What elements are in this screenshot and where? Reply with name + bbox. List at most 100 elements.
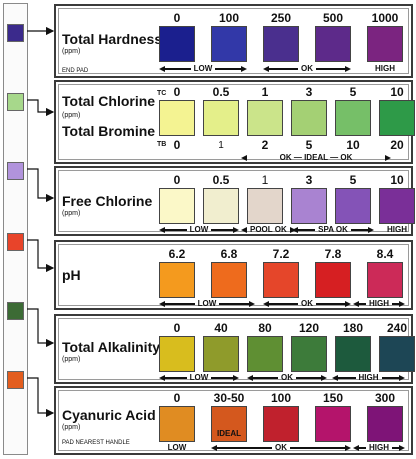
value-label: 0 (173, 173, 181, 187)
range-high: HIGH (332, 373, 405, 383)
value-label: 100 (218, 11, 240, 25)
value-label: 0 (173, 391, 181, 405)
value-label: 5 (349, 85, 357, 99)
value-label: 20 (390, 138, 404, 152)
range-ok: OK (211, 443, 351, 453)
panel-title: pH (62, 267, 81, 283)
color-swatch (159, 262, 195, 298)
panel-title: Cyanuric Acid (62, 407, 156, 423)
color-swatch (379, 336, 415, 372)
value-label: 2 (261, 138, 269, 152)
color-swatch (335, 100, 371, 136)
value-label: 1000 (371, 11, 399, 25)
value-label: 10 (390, 85, 404, 99)
value-label: 7.8 (324, 247, 342, 261)
range-ok: OK (263, 299, 351, 309)
range-high: HIGH (387, 225, 407, 234)
panel-unit: (ppm) (62, 356, 81, 363)
swatch-ideal-label: IDEAL (217, 429, 241, 438)
panel-total-alkalinity: Total Alkalinity (ppm) 0 40 80 120 180 2… (54, 314, 415, 384)
color-swatch (315, 406, 351, 442)
color-swatch (211, 26, 247, 62)
value-label: 6.8 (220, 247, 238, 261)
strip-pad-cyanuric-acid (7, 371, 24, 389)
panel-cyanuric-acid: Cyanuric Acid (ppm) PAD NEAREST HANDLE 0… (54, 386, 413, 455)
panel-total-hardness: Total Hardness (ppm) END PAD 0 100 250 5… (54, 4, 413, 78)
color-swatch (263, 262, 299, 298)
color-swatch (263, 406, 299, 442)
value-label: 0 (173, 85, 181, 99)
panel-title-chlorine: Total Chlorine (62, 93, 156, 109)
color-swatch: IDEAL (211, 406, 247, 442)
row-label-tb: TB (157, 141, 167, 148)
strip-pad-hardness (7, 24, 24, 42)
color-swatch (379, 100, 415, 136)
color-swatch (159, 406, 195, 442)
color-swatch (291, 336, 327, 372)
range-pool-ok: POOL OK (241, 225, 296, 235)
value-label: 0 (173, 11, 181, 25)
range-low: LOW (159, 373, 240, 383)
value-label: 0.5 (212, 85, 230, 99)
color-swatch (247, 336, 283, 372)
strip-pad-alkalinity (7, 302, 24, 320)
color-swatch (203, 100, 239, 136)
color-swatch (159, 100, 195, 136)
value-label: 0 (173, 138, 181, 152)
value-label: 240 (386, 321, 408, 335)
color-swatch (211, 262, 247, 298)
panel-unit: (ppm) (62, 48, 81, 55)
color-swatch (291, 100, 327, 136)
color-swatch (247, 188, 283, 224)
connector-lines (27, 26, 55, 418)
range-low: LOW (159, 299, 256, 309)
range-high: HIGH (353, 299, 405, 309)
value-label: 30-50 (213, 391, 245, 405)
panel-note: END PAD (62, 68, 89, 74)
color-swatch (335, 188, 371, 224)
color-swatch (203, 188, 239, 224)
color-swatch (247, 100, 283, 136)
range-ok: OK (263, 64, 351, 74)
range-low: LOW (167, 443, 187, 452)
value-label: 1 (261, 85, 269, 99)
value-label: 180 (342, 321, 364, 335)
range-low: LOW (159, 225, 240, 235)
color-swatch (159, 188, 195, 224)
panel-ph: pH 6.2 6.8 7.2 7.8 8.4 LOW OK HIGH (54, 240, 413, 310)
panel-total-chlorine: Total Chlorine (ppm) Total Bromine TC TB… (54, 80, 415, 164)
color-swatch (263, 26, 299, 62)
color-swatch (315, 26, 351, 62)
color-swatch (367, 262, 403, 298)
value-label: 100 (270, 391, 292, 405)
panel-title: Free Chlorine (62, 193, 153, 209)
color-swatch (379, 188, 415, 224)
panel-unit: (ppm) (62, 424, 81, 431)
range-high: HIGH (375, 64, 395, 73)
strip-pad-free-chlorine (7, 162, 24, 180)
range-ideal: OK — IDEAL — OK (241, 153, 391, 163)
panel-unit: (ppm) (62, 210, 81, 217)
value-label: 3 (305, 85, 313, 99)
color-swatch (291, 188, 327, 224)
panel-title: Total Alkalinity (62, 339, 161, 355)
value-label: 300 (374, 391, 396, 405)
value-label: 250 (270, 11, 292, 25)
panel-title: Total Hardness (62, 31, 163, 47)
strip-pad-total-chlorine (7, 93, 24, 111)
value-label: 1 (218, 140, 224, 151)
value-label: 10 (346, 138, 360, 152)
value-label: 1 (261, 173, 269, 187)
color-swatch (367, 26, 403, 62)
value-label: 7.2 (272, 247, 290, 261)
value-label: 120 (298, 321, 320, 335)
panel-unit: (ppm) (62, 112, 81, 119)
color-swatch (367, 406, 403, 442)
range-high: HIGH (353, 443, 405, 453)
color-swatch (203, 336, 239, 372)
range-ok: OK (247, 373, 327, 383)
range-spa-ok: SPA OK (292, 225, 374, 235)
value-label: 5 (305, 138, 313, 152)
strip-pad-ph (7, 233, 24, 251)
row-label-tc: TC (157, 90, 167, 97)
